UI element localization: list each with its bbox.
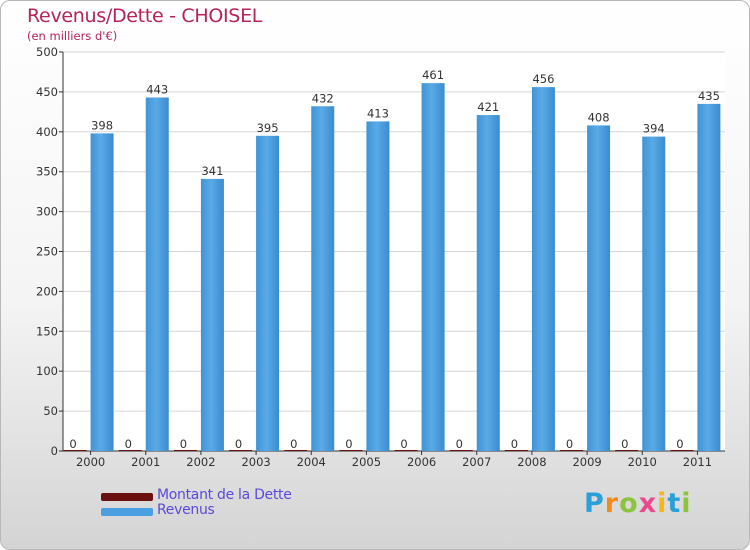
y-tick-label: 100 bbox=[36, 364, 58, 378]
dette-bar bbox=[504, 450, 528, 451]
y-tick-label: 350 bbox=[36, 165, 58, 179]
revenus-data-label: 443 bbox=[146, 82, 168, 96]
x-tick-label: 2009 bbox=[572, 455, 601, 469]
dette-data-label: 0 bbox=[290, 437, 297, 451]
revenus-bar bbox=[587, 125, 611, 451]
revenus-bar bbox=[531, 87, 555, 451]
y-tick-label: 0 bbox=[51, 444, 58, 458]
y-tick-label: 250 bbox=[36, 245, 58, 259]
x-tick-label: 2000 bbox=[76, 455, 105, 469]
dette-bar bbox=[118, 450, 142, 451]
x-tick-label: 2003 bbox=[241, 455, 270, 469]
dette-bar bbox=[560, 450, 584, 451]
revenus-bar bbox=[145, 97, 169, 452]
revenus-bar bbox=[311, 106, 335, 451]
dette-bar bbox=[63, 450, 87, 451]
revenus-data-label: 394 bbox=[643, 122, 665, 136]
revenus-data-label: 398 bbox=[91, 118, 113, 132]
x-tick-label: 2005 bbox=[352, 455, 381, 469]
x-tick-label: 2011 bbox=[683, 455, 712, 469]
dette-data-label: 0 bbox=[456, 437, 463, 451]
dette-data-label: 0 bbox=[511, 437, 518, 451]
revenus-bar bbox=[476, 115, 500, 452]
x-tick-label: 2010 bbox=[628, 455, 657, 469]
dette-data-label: 0 bbox=[345, 437, 352, 451]
revenus-data-label: 421 bbox=[477, 100, 499, 114]
dette-bar bbox=[284, 450, 308, 451]
revenus-data-label: 456 bbox=[532, 72, 554, 86]
revenus-data-label: 341 bbox=[201, 164, 223, 178]
revenus-bar bbox=[200, 178, 224, 451]
chart-subtitle: (en milliers d'€) bbox=[27, 29, 118, 43]
dette-bar bbox=[229, 450, 253, 451]
y-tick-label: 200 bbox=[36, 284, 58, 298]
revenus-data-label: 432 bbox=[312, 91, 334, 105]
dette-data-label: 0 bbox=[180, 437, 187, 451]
legend-label-revenus: Revenus bbox=[157, 502, 215, 518]
x-tick-label: 2008 bbox=[517, 455, 546, 469]
y-tick-label: 500 bbox=[36, 45, 58, 59]
dette-bar bbox=[339, 450, 363, 451]
dette-data-label: 0 bbox=[566, 437, 573, 451]
logo-letter: P bbox=[584, 488, 605, 519]
revenus-data-label: 435 bbox=[698, 89, 720, 103]
dette-bar bbox=[394, 450, 418, 451]
x-tick-label: 2002 bbox=[186, 455, 215, 469]
dette-bar bbox=[615, 450, 639, 451]
dette-bar bbox=[449, 450, 473, 451]
revenus-bar bbox=[697, 103, 721, 452]
y-tick-label: 400 bbox=[36, 125, 58, 139]
chart-title: Revenus/Dette - CHOISEL bbox=[27, 5, 263, 27]
dette-data-label: 0 bbox=[676, 437, 683, 451]
logo-letter: t bbox=[667, 488, 682, 519]
dette-bar bbox=[173, 450, 197, 451]
x-tick-label: 2004 bbox=[297, 455, 326, 469]
legend-swatch-revenus bbox=[101, 508, 153, 516]
legend-swatch-dette bbox=[101, 493, 153, 501]
x-tick-label: 2001 bbox=[131, 455, 160, 469]
revenus-data-label: 413 bbox=[367, 106, 389, 120]
dette-data-label: 0 bbox=[125, 437, 132, 451]
revenus-data-label: 461 bbox=[422, 68, 444, 82]
dette-data-label: 0 bbox=[621, 437, 628, 451]
x-tick-label: 2007 bbox=[462, 455, 491, 469]
revenus-bar bbox=[642, 136, 666, 451]
y-tick-label: 300 bbox=[36, 205, 58, 219]
y-tick-label: 150 bbox=[36, 324, 58, 338]
revenus-bar bbox=[90, 133, 114, 451]
dette-data-label: 0 bbox=[400, 437, 407, 451]
y-tick-label: 50 bbox=[43, 404, 58, 418]
dette-data-label: 0 bbox=[235, 437, 242, 451]
dette-bar bbox=[670, 450, 694, 451]
logo-letter: i bbox=[657, 488, 668, 519]
y-tick-label: 450 bbox=[36, 85, 58, 99]
revenus-bar bbox=[256, 135, 280, 452]
logo-letter: x bbox=[638, 488, 658, 519]
revenus-data-label: 408 bbox=[588, 110, 610, 124]
revenus-data-label: 395 bbox=[257, 121, 279, 135]
x-tick-label: 2006 bbox=[407, 455, 436, 469]
logo-letter: i bbox=[681, 488, 692, 519]
logo-letter: r bbox=[604, 488, 620, 519]
revenus-bar bbox=[421, 83, 445, 451]
dette-data-label: 0 bbox=[69, 437, 76, 451]
revenus-bar bbox=[366, 121, 390, 452]
legend-label-dette: Montant de la Dette bbox=[157, 487, 292, 503]
proxiti-logo: Proxiti bbox=[584, 488, 692, 519]
logo-letter: o bbox=[619, 488, 639, 519]
